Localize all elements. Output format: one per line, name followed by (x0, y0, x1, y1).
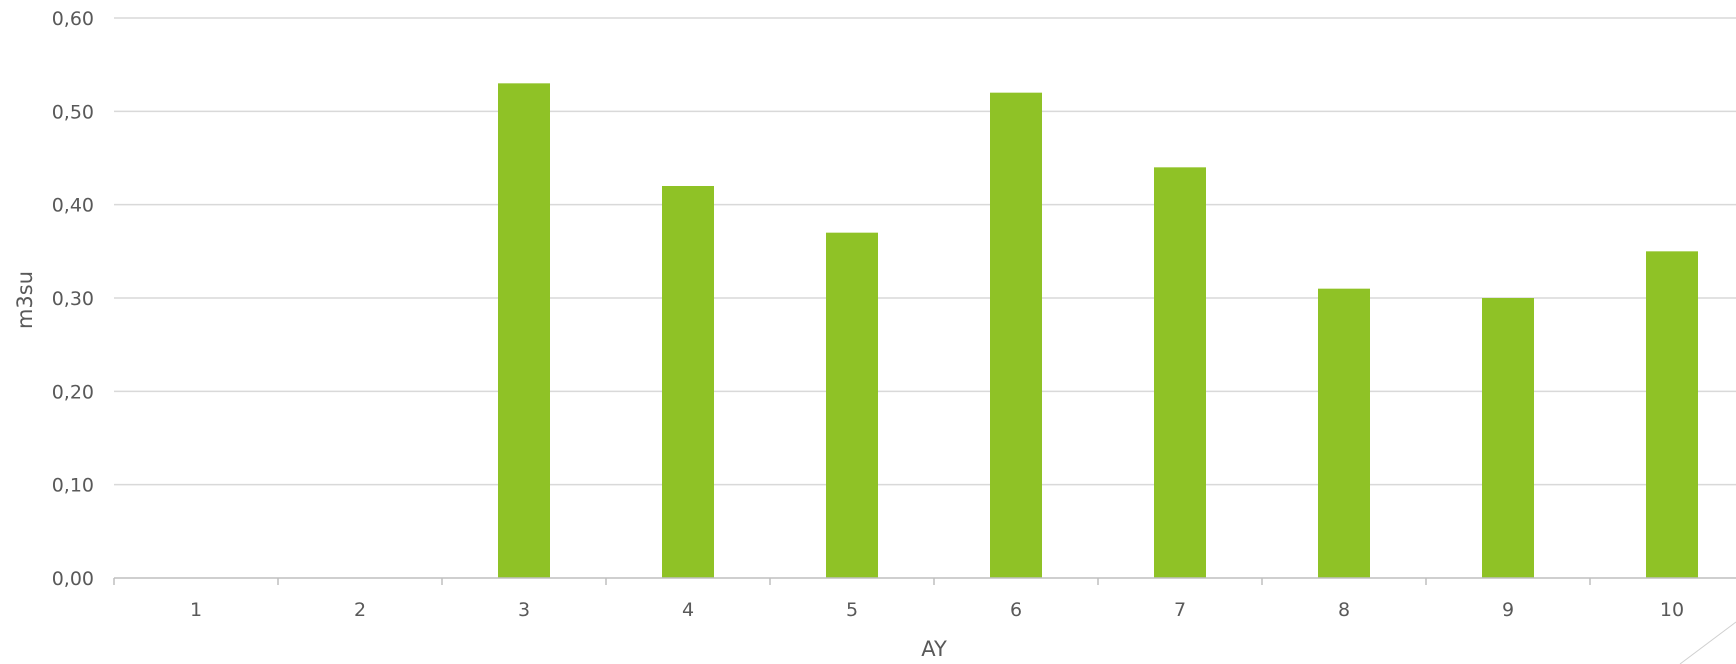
x-tick-labels: 1 2 3 4 5 6 7 8 9 10 (190, 599, 1684, 621)
x-tick-label: 8 (1338, 599, 1350, 621)
y-tick-label: 0,20 (52, 381, 94, 403)
bar-5 (826, 232, 878, 578)
gridlines (114, 17, 1736, 486)
bar-9 (1482, 298, 1534, 578)
x-tick-label: 5 (846, 599, 858, 621)
bar-10 (1646, 251, 1698, 579)
bars (498, 83, 1698, 579)
axes (113, 577, 1736, 585)
x-axis-label: AY (921, 637, 947, 661)
y-tick-label: 0,40 (52, 195, 94, 217)
y-tick-label: 0,30 (52, 288, 94, 310)
x-tick-label: 6 (1010, 599, 1022, 621)
x-tick-label: 9 (1502, 599, 1514, 621)
y-tick-label: 0,60 (52, 8, 94, 30)
bar-3 (498, 83, 550, 578)
bar-7 (1154, 167, 1206, 579)
y-axis-label: m3su (13, 271, 37, 329)
x-tick-label: 7 (1174, 599, 1186, 621)
slide-corner-decoration (1679, 621, 1736, 664)
x-tick-label: 4 (682, 599, 694, 621)
y-tick-label: 0,10 (52, 475, 94, 497)
y-tick-label: 0,00 (52, 568, 94, 590)
y-tick-label: 0,50 (52, 101, 94, 123)
x-tick-label: 1 (190, 599, 202, 621)
x-tick-label: 10 (1660, 599, 1684, 621)
y-tick-labels: 0,00 0,10 0,20 0,30 0,40 0,50 0,60 (52, 8, 94, 590)
bar-4 (662, 186, 714, 578)
x-tick-label: 3 (518, 599, 530, 621)
x-tick-label: 2 (354, 599, 366, 621)
bar-6 (990, 92, 1042, 579)
bar-8 (1318, 288, 1370, 578)
